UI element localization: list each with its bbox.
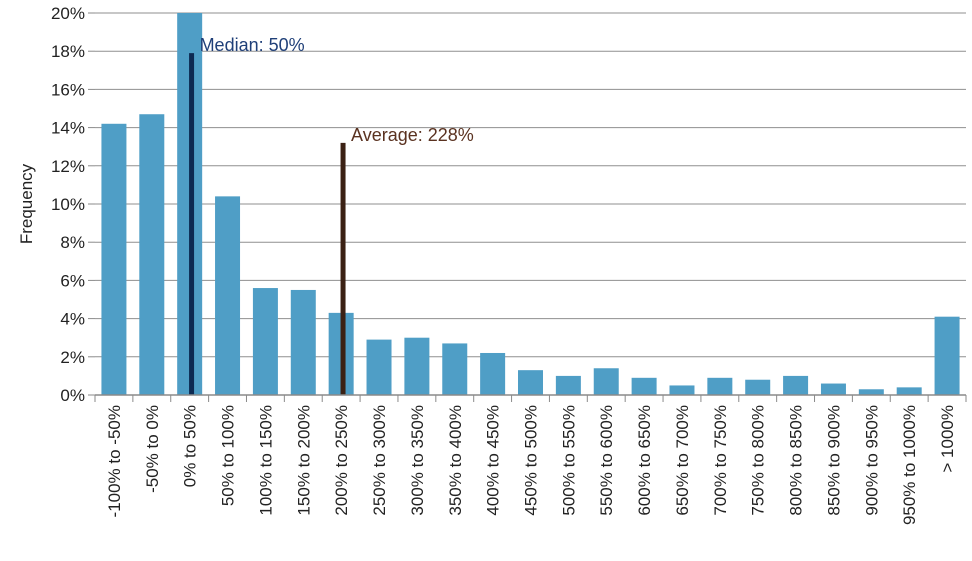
x-tick-label: 850% to 900% — [824, 405, 843, 516]
x-tick-label: 350% to 400% — [446, 405, 465, 516]
bar — [707, 377, 733, 395]
x-tick-label: 800% to 850% — [787, 405, 806, 516]
y-tick-label: 12% — [51, 157, 85, 176]
x-tick-label: 900% to 950% — [862, 405, 881, 516]
x-tick-label: 50% to 100% — [219, 405, 238, 506]
y-tick-label: 20% — [51, 4, 85, 23]
x-tick-label: 150% to 200% — [294, 405, 313, 516]
bar — [215, 196, 241, 395]
y-tick-label: 10% — [51, 195, 85, 214]
y-tick-label: 8% — [60, 233, 85, 252]
bar — [896, 387, 922, 395]
x-tick-label: 450% to 500% — [522, 405, 541, 516]
y-tick-label: 0% — [60, 386, 85, 405]
y-tick-label: 18% — [51, 42, 85, 61]
y-axis-ticks: 0% 2% 4% 6% 8% 10% 12% 14% 16% 18% 20% — [51, 4, 95, 405]
x-tick-label: 200% to 250% — [332, 405, 351, 516]
x-tick-label: 950% to 1000% — [900, 405, 919, 525]
bar — [593, 368, 619, 395]
x-tick-label: 300% to 350% — [408, 405, 427, 516]
x-tick-label: 250% to 300% — [370, 405, 389, 516]
x-tick-label: 750% to 800% — [749, 405, 768, 516]
x-axis-ticks: -100% to -50% -50% to 0% 0% to 50% 50% to 1… — [94, 395, 967, 525]
x-tick-label: > 1000% — [938, 405, 957, 473]
y-tick-label: 16% — [51, 80, 85, 99]
bar — [745, 379, 771, 395]
bar — [820, 383, 846, 395]
bar — [934, 316, 960, 395]
bar — [631, 377, 657, 395]
x-tick-label: -100% to -50% — [105, 405, 124, 517]
y-tick-label: 2% — [60, 348, 85, 367]
y-tick-label: 4% — [60, 310, 85, 329]
y-tick-label: 6% — [60, 271, 85, 290]
x-tick-label: 650% to 700% — [673, 405, 692, 516]
bar — [366, 339, 392, 395]
bar — [783, 375, 809, 395]
x-tick-label: -50% to 0% — [143, 405, 162, 493]
bars — [101, 13, 960, 395]
x-tick-label: 600% to 650% — [635, 405, 654, 516]
y-axis-title: Frequency — [17, 163, 36, 244]
x-tick-label: 500% to 550% — [559, 405, 578, 516]
bar — [252, 288, 278, 395]
bar — [480, 352, 506, 395]
annotation-label: Median: 50% — [200, 35, 305, 55]
bar — [404, 337, 430, 395]
y-tick-label: 14% — [51, 119, 85, 138]
x-tick-label: 550% to 600% — [597, 405, 616, 516]
bar — [442, 343, 468, 395]
annotations: Median: 50% Average: 228% — [189, 35, 474, 395]
bar — [518, 370, 543, 395]
gridlines — [95, 12, 966, 396]
x-tick-label: 100% to 150% — [256, 405, 275, 516]
bar — [290, 289, 316, 395]
x-tick-label: 0% to 50% — [181, 405, 200, 487]
annotation-label: Average: 228% — [351, 125, 474, 145]
x-tick-label: 700% to 750% — [711, 405, 730, 516]
bar — [139, 114, 165, 395]
bar — [669, 385, 695, 395]
bar — [858, 389, 884, 395]
bar — [101, 123, 127, 395]
x-tick-label: 400% to 450% — [484, 405, 503, 516]
bar — [555, 375, 581, 395]
